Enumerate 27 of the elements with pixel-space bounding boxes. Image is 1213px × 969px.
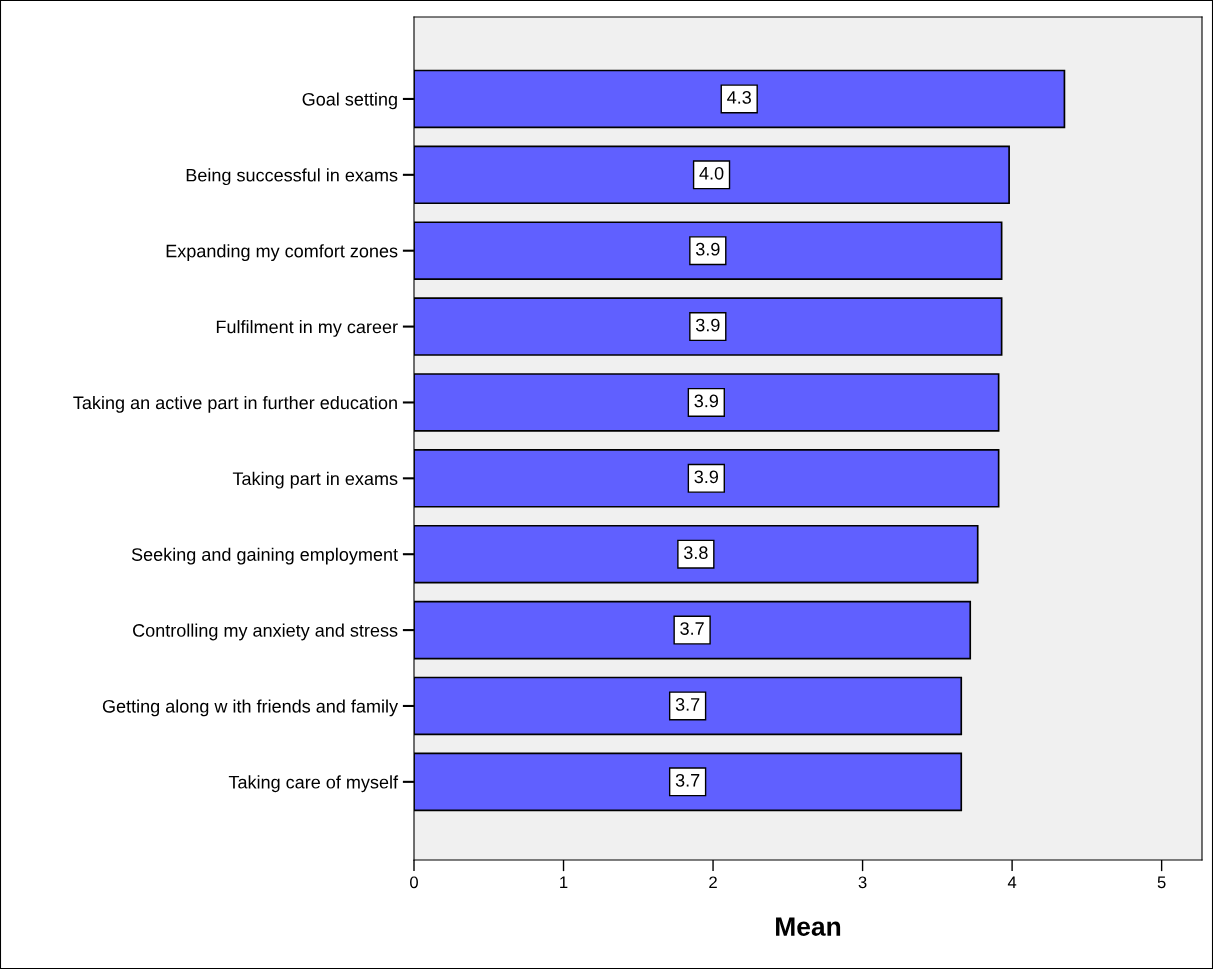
y-tick-label: Taking an active part in further education bbox=[73, 395, 397, 413]
x-tick-label: 2 bbox=[709, 876, 717, 889]
y-tick-label: Taking part in exams bbox=[232, 471, 398, 489]
data-label: 3.9 bbox=[695, 242, 720, 256]
data-label: 3.7 bbox=[675, 773, 700, 787]
data-label: 3.8 bbox=[684, 546, 708, 560]
x-tick-label: 4 bbox=[1007, 876, 1017, 889]
y-tick-label: Goal setting bbox=[302, 92, 397, 110]
x-axis-title: Mean bbox=[776, 917, 841, 936]
y-tick-label: Controlling my anxiety and stress bbox=[133, 623, 398, 641]
data-label: 3.9 bbox=[694, 470, 719, 484]
x-tick-label: 5 bbox=[1157, 876, 1166, 889]
data-label: 3.9 bbox=[694, 394, 719, 408]
y-tick-label: Being successful in exams bbox=[186, 168, 398, 186]
data-label: 4.3 bbox=[727, 91, 751, 104]
y-tick-label: Taking care of myself bbox=[228, 775, 399, 793]
data-label: 4.0 bbox=[699, 166, 724, 180]
x-tick-label: 0 bbox=[410, 876, 418, 889]
y-tick-label: Seeking and gaining employment bbox=[131, 547, 398, 565]
y-tick-label: Fulfilment in my career bbox=[216, 320, 398, 337]
y-tick-label: Getting along w ith friends and family bbox=[102, 699, 399, 717]
x-tick-label: 3 bbox=[858, 876, 867, 889]
data-label: 3.9 bbox=[695, 318, 720, 332]
data-label: 3.7 bbox=[675, 698, 700, 711]
data-label: 3.7 bbox=[680, 622, 704, 635]
x-tick-label: 1 bbox=[560, 876, 568, 889]
y-tick-label: Expanding my comfort zones bbox=[166, 244, 398, 261]
